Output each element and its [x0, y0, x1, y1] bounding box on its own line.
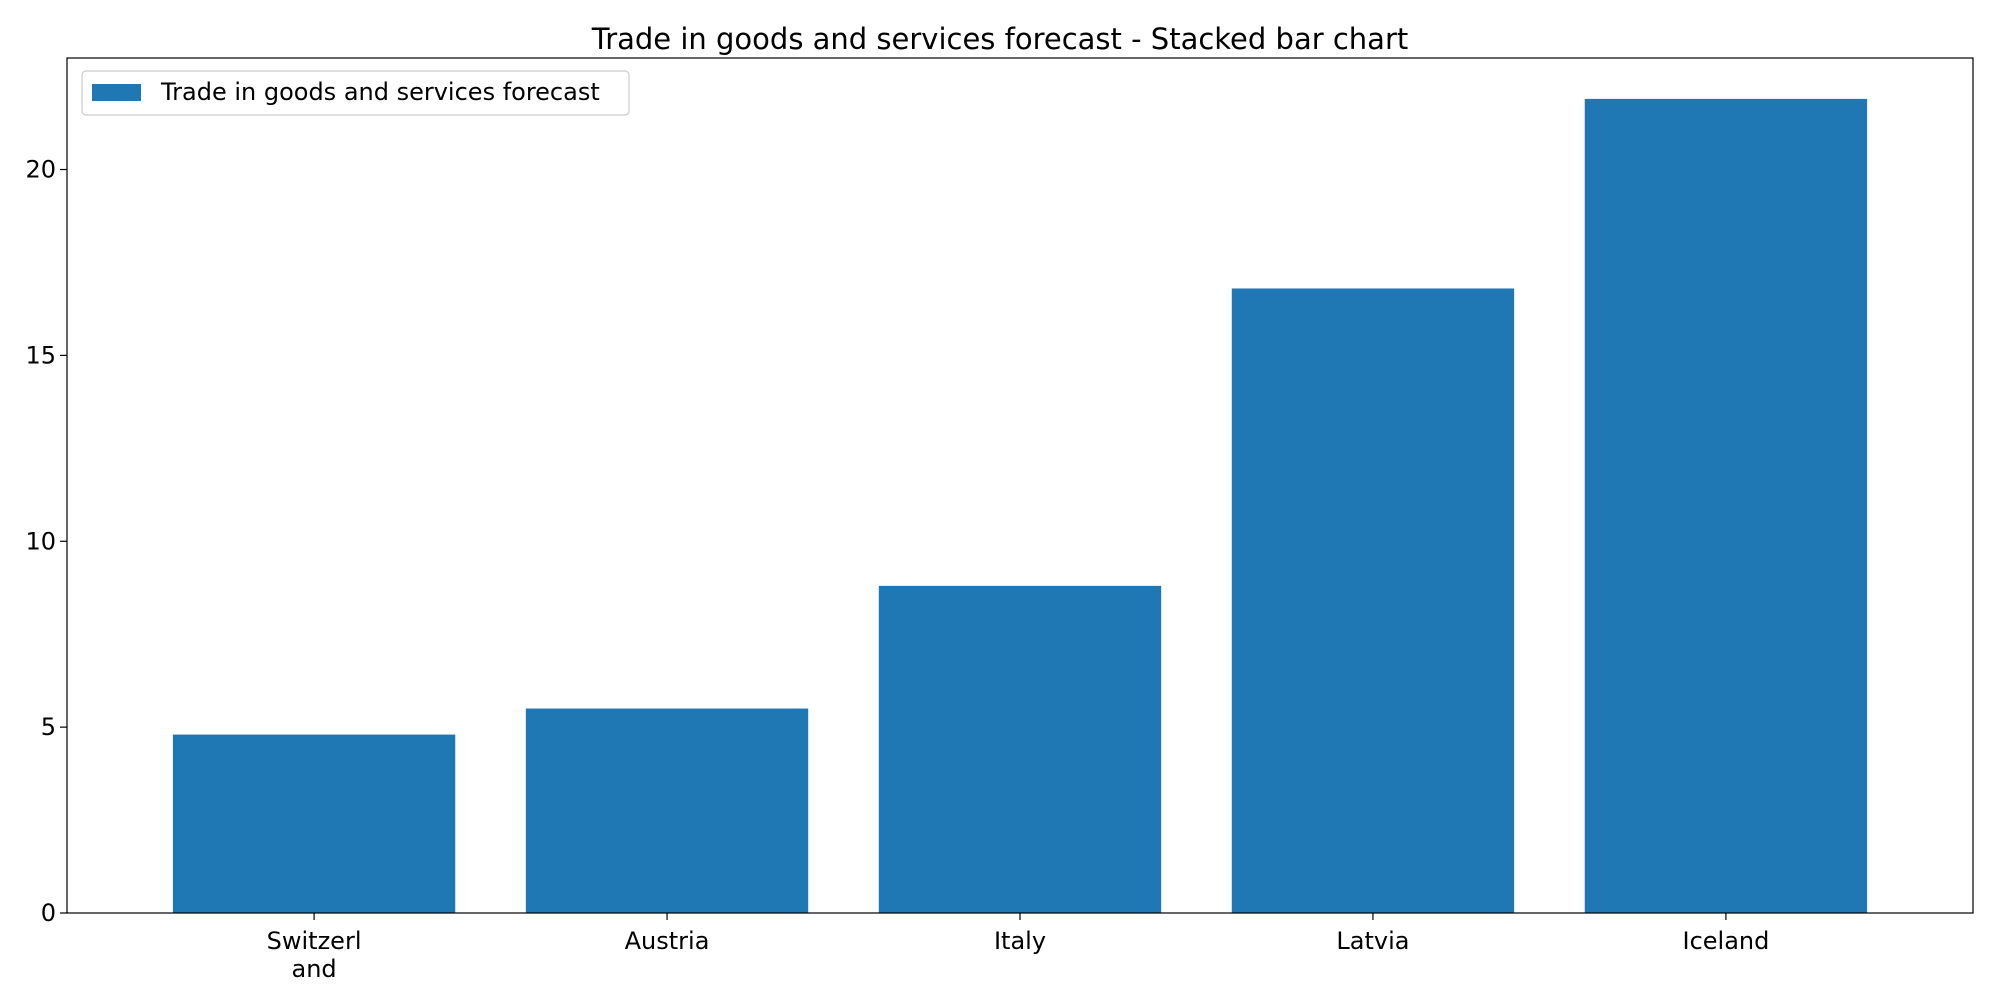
x-tick-label-3: Latvia [1336, 927, 1409, 955]
y-tick-label-0: 0 [41, 899, 56, 927]
axes-layer: 0 5 10 15 20 Switzerl and Austria Italy Latvia Ice… [25, 156, 1769, 983]
bar-0[interactable] [172, 734, 456, 913]
bar-4[interactable] [1584, 98, 1868, 913]
plot-border [66, 57, 1974, 914]
bar-1[interactable] [525, 708, 809, 913]
y-tick-label-4: 20 [25, 156, 56, 184]
bar-3[interactable] [1231, 288, 1515, 914]
y-tick-label-1: 5 [41, 713, 56, 741]
x-tick-label-0: Switzerl and [267, 927, 362, 983]
x-tick-label-1: Austria [625, 927, 710, 955]
legend-swatch [92, 84, 141, 101]
bars-layer [172, 98, 1868, 914]
legend[interactable]: Trade in goods and services forecast [81, 70, 630, 116]
legend-label: Trade in goods and services forecast [160, 78, 600, 106]
y-tick-label-3: 15 [25, 341, 56, 369]
x-tick-label-2: Italy [994, 927, 1046, 955]
x-tick-label-4: Iceland [1682, 927, 1769, 955]
chart-title: Trade in goods and services forecast - S… [591, 22, 1409, 56]
y-tick-label-2: 10 [25, 527, 56, 555]
bar-2[interactable] [878, 585, 1162, 913]
legend-box [81, 70, 630, 116]
